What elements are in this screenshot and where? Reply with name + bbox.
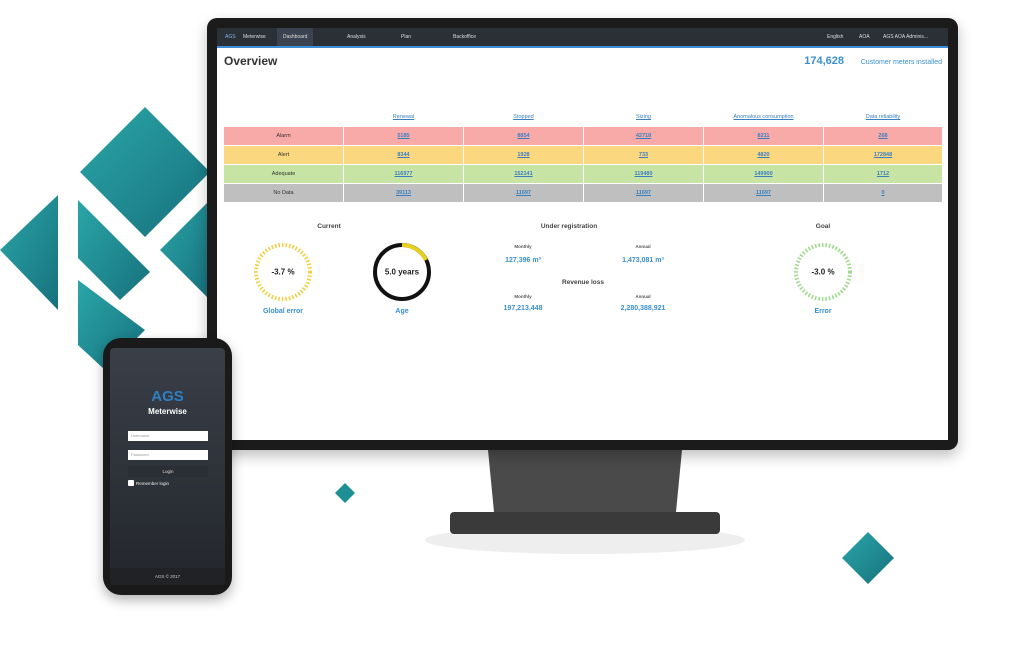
section-title: Goal xyxy=(815,223,831,230)
phone: AGS Meterwise Username Password Login Re… xyxy=(103,338,232,595)
cell: 116977 xyxy=(344,165,463,183)
cell-link[interactable]: 5185 xyxy=(397,133,410,139)
gauge-value: -3.0 % xyxy=(811,267,835,277)
nav-logo: AGS xyxy=(225,34,236,40)
period-label: Annual xyxy=(635,244,651,249)
login-button[interactable]: Login xyxy=(128,466,208,477)
cell-link[interactable]: 42718 xyxy=(635,133,652,139)
cell: 149900 xyxy=(704,165,823,183)
cell: 1928 xyxy=(464,146,583,164)
cell-link[interactable]: 8211 xyxy=(757,133,770,139)
row-label: Alarm xyxy=(224,127,343,145)
value: 1,473,081 m³ xyxy=(622,257,664,264)
gauges xyxy=(254,243,852,301)
login-footer: AGS © 2017 xyxy=(110,568,225,585)
value: 127,396 m³ xyxy=(505,257,541,264)
nav-item[interactable]: Backoffice xyxy=(453,34,476,40)
cell: 152141 xyxy=(464,165,583,183)
cell: 0 xyxy=(824,184,942,202)
cell-link[interactable]: 8344 xyxy=(397,152,410,158)
phone-screen: AGS Meterwise Username Password Login Re… xyxy=(110,348,225,585)
nav-item[interactable]: Analysis xyxy=(347,34,366,40)
cell-link[interactable]: 0 xyxy=(881,190,885,196)
value: 197,213,448 xyxy=(503,305,543,312)
cell: 8344 xyxy=(344,146,463,164)
section-title: Revenue loss xyxy=(562,279,604,286)
language[interactable]: English xyxy=(827,34,844,40)
screen: AGS Meterwise Dashboard Analysis Plan Ba… xyxy=(217,28,948,440)
cell-link[interactable]: 152141 xyxy=(514,171,533,177)
cell-link[interactable]: 39113 xyxy=(396,190,411,196)
cell-link[interactable]: 11697 xyxy=(636,190,651,196)
nav-brand: Meterwise xyxy=(243,34,266,40)
period-label: Monthly xyxy=(514,294,532,299)
password-input[interactable]: Password xyxy=(128,450,208,460)
row-label: No Data xyxy=(224,184,343,202)
gauge-label: Global error xyxy=(262,308,304,315)
navbar: AGS Meterwise Dashboard Analysis Plan Ba… xyxy=(217,28,948,48)
cell-link[interactable]: 11697 xyxy=(756,190,771,196)
username-input[interactable]: Username xyxy=(128,431,208,441)
cell-link[interactable]: 11697 xyxy=(516,190,531,196)
cell: 42718 xyxy=(584,127,703,145)
row-label: Adequate xyxy=(224,165,343,183)
value: 2,280,388,921 xyxy=(620,305,666,312)
nav-item[interactable]: Dashboard xyxy=(277,28,314,46)
page-title: Overview xyxy=(224,54,278,68)
column-header[interactable]: Data reliability xyxy=(865,114,901,120)
org[interactable]: AOA xyxy=(859,34,870,40)
meters-count: 174,628 xyxy=(804,55,844,67)
row-label: Alert xyxy=(224,146,343,164)
cell: 11697 xyxy=(704,184,823,202)
cell: 1712 xyxy=(824,165,942,183)
cell: 172848 xyxy=(824,146,942,164)
cell-link[interactable]: 1712 xyxy=(876,171,890,177)
gauge-label: Age xyxy=(395,308,409,315)
cell: 5185 xyxy=(344,127,463,145)
cell: 11697 xyxy=(464,184,583,202)
cell: 8211 xyxy=(704,127,823,145)
cell: 733 xyxy=(584,146,703,164)
user[interactable]: AGS AOA Adminis... xyxy=(883,34,929,40)
cell-link[interactable]: 172848 xyxy=(873,152,893,158)
cell-link[interactable]: 116977 xyxy=(394,171,413,177)
column-header[interactable]: Renewal xyxy=(392,114,415,120)
cell: 4820 xyxy=(704,146,823,164)
cell: 39113 xyxy=(344,184,463,202)
gauge-value: 5.0 years xyxy=(384,267,420,277)
remember-label[interactable]: Remember login xyxy=(136,481,170,486)
column-header[interactable]: Anomalous consumption xyxy=(733,114,794,120)
section-title: Under registration xyxy=(540,223,598,230)
cell-link[interactable]: 1928 xyxy=(517,152,530,158)
status-table: Renewal Stopped Sizing Anomalous consumptio… xyxy=(224,114,942,234)
meters-label: Customer meters installed xyxy=(860,59,942,66)
period-label: Monthly xyxy=(514,244,532,249)
login-logo: AGS xyxy=(151,388,184,405)
remember-checkbox[interactable] xyxy=(128,480,134,486)
nav-item[interactable]: Plan xyxy=(401,34,412,40)
period-label: Annual xyxy=(635,294,651,299)
cell-link[interactable]: 8854 xyxy=(517,133,530,139)
cell-link[interactable]: 149900 xyxy=(754,171,773,177)
cell: 268 xyxy=(824,127,942,145)
cell-link[interactable]: 268 xyxy=(878,133,888,139)
cell-link[interactable]: 4820 xyxy=(757,152,770,158)
cell: 11697 xyxy=(584,184,703,202)
cell-link[interactable]: 733 xyxy=(638,152,649,158)
gauge-label: Error xyxy=(814,308,832,315)
cell: 119480 xyxy=(584,165,703,183)
column-header[interactable]: Stopped xyxy=(513,114,534,120)
gauge-value: -3.7 % xyxy=(271,267,295,277)
login-app: Meterwise xyxy=(148,407,187,416)
cell: 8854 xyxy=(464,127,583,145)
section-title: Current xyxy=(317,223,341,230)
column-header[interactable]: Sizing xyxy=(636,114,651,120)
cell-link[interactable]: 119480 xyxy=(634,171,653,177)
